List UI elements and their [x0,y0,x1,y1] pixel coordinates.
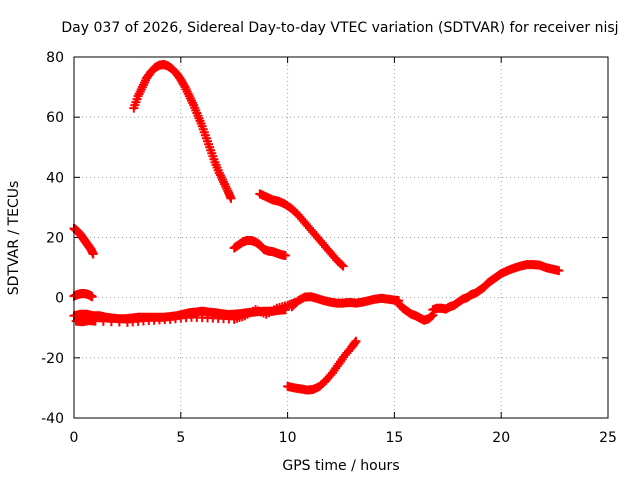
series-pass-8 [428,260,564,315]
data-series [69,60,564,395]
data-point [114,317,124,327]
y-tick-label: -20 [41,351,64,367]
series-pass-7 [394,299,438,325]
series-pass-6 [283,336,361,395]
series-pass-1 [69,223,98,259]
data-point [351,336,361,346]
x-tick-label: 5 [176,430,185,446]
series-pass-3 [129,60,236,203]
data-point [338,261,348,271]
plot-frame [73,56,609,419]
series-pass-5 [255,189,348,271]
x-tick-labels: 0 5 10 15 20 25 [70,430,617,446]
y-tick-label: 20 [46,231,64,247]
y-tick-label: 40 [46,170,64,186]
data-point [88,249,98,259]
data-point [106,317,116,327]
data-point [337,260,347,270]
x-tick-label: 0 [70,430,79,446]
y-tick-label: -40 [41,411,64,427]
y-tick-label: 60 [46,110,64,126]
x-tick-label: 15 [385,430,403,446]
y-axis-label: SDTVAR / TECUs [6,181,22,296]
data-point [98,316,108,326]
data-point [280,251,290,261]
x-axis-label: GPS time / hours [282,458,399,474]
y-tick-labels: -40 -20 0 20 40 60 80 [41,50,64,427]
y-tick-label: 0 [55,291,64,307]
x-tick-label: 20 [492,430,510,446]
series-baseline-c [287,292,404,312]
data-point [226,193,236,203]
x-tick-label: 25 [599,430,617,446]
data-point [350,338,360,348]
series-baseline-b [71,297,301,327]
grid [74,57,608,418]
series-pass-2 [69,288,97,302]
x-tick-label: 10 [279,430,297,446]
data-point [87,292,97,302]
series-pass-4 [229,236,290,261]
chart-title: Day 037 of 2026, Sidereal Day-to-day VTE… [61,20,618,36]
data-point [90,316,100,326]
data-point [554,266,564,276]
y-tick-label: 80 [46,50,64,66]
